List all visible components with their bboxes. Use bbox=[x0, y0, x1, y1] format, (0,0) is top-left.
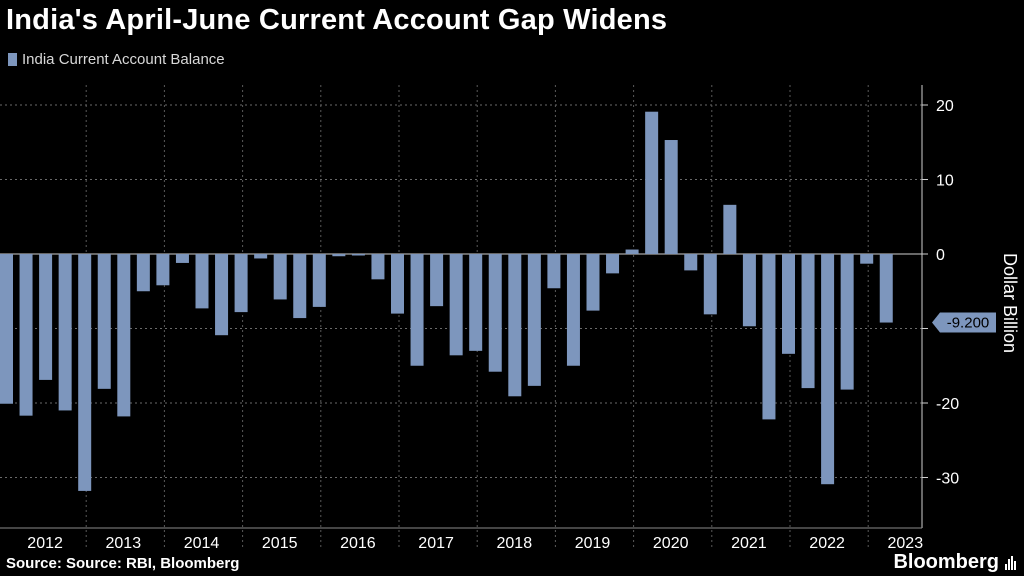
bar bbox=[0, 254, 13, 404]
bar bbox=[723, 204, 737, 254]
x-tick-label: 2014 bbox=[184, 535, 220, 552]
x-tick-label: 2015 bbox=[262, 535, 298, 552]
bar bbox=[215, 254, 229, 336]
bar bbox=[860, 254, 874, 264]
y-tick-label: -30 bbox=[936, 471, 959, 488]
bar bbox=[273, 254, 287, 300]
bar bbox=[606, 254, 620, 274]
bar bbox=[782, 254, 795, 354]
bar bbox=[547, 254, 561, 289]
bar bbox=[78, 254, 92, 491]
value-callout: -9.200 bbox=[932, 312, 996, 333]
bar bbox=[449, 254, 463, 356]
bar bbox=[410, 254, 424, 366]
bar bbox=[371, 254, 385, 280]
bar bbox=[195, 254, 209, 309]
bar bbox=[117, 254, 131, 417]
legend-label: India Current Account Balance bbox=[22, 51, 225, 68]
bar bbox=[136, 254, 150, 292]
x-tick-label: 2017 bbox=[418, 535, 454, 552]
bar bbox=[351, 254, 365, 256]
callout-tag bbox=[932, 312, 996, 333]
x-tick-label: 2020 bbox=[653, 535, 689, 552]
bars bbox=[0, 111, 893, 491]
x-tick-label: 2023 bbox=[888, 535, 924, 552]
bar bbox=[234, 254, 248, 313]
x-tick-label: 2022 bbox=[809, 535, 845, 552]
axis: 20 10 0 -20 -30 2012 2013 2014 2015 2016 2017 2018 2… bbox=[0, 85, 959, 552]
bar-chart-icon bbox=[1004, 555, 1016, 570]
bar bbox=[762, 254, 776, 420]
bar bbox=[469, 254, 483, 351]
bar bbox=[840, 254, 854, 390]
bar bbox=[527, 254, 541, 386]
bar bbox=[684, 254, 698, 271]
bar bbox=[488, 254, 502, 372]
bar bbox=[645, 111, 659, 254]
bar bbox=[312, 254, 326, 307]
bar bbox=[821, 254, 835, 485]
y-tick-label: -20 bbox=[936, 396, 959, 413]
y-tick-label: 0 bbox=[936, 247, 945, 264]
bar bbox=[430, 254, 444, 307]
x-tick-label: 2019 bbox=[575, 535, 611, 552]
x-tick-label: 2016 bbox=[340, 535, 376, 552]
x-tick-label: 2012 bbox=[27, 535, 63, 552]
x-tick-label: 2013 bbox=[106, 535, 142, 552]
legend: India Current Account Balance bbox=[8, 51, 225, 68]
bar bbox=[742, 254, 756, 327]
bar bbox=[586, 254, 600, 311]
bar bbox=[566, 254, 580, 366]
y-tick-label: 20 bbox=[936, 98, 954, 115]
bar bbox=[508, 254, 522, 397]
bar bbox=[58, 254, 72, 411]
bar bbox=[391, 254, 404, 314]
source-note: Source: Source: RBI, Bloomberg bbox=[6, 555, 240, 572]
brand-name: Bloomberg bbox=[893, 551, 999, 573]
y-tick-label: 10 bbox=[936, 173, 954, 190]
bar bbox=[332, 254, 346, 257]
bar bbox=[97, 254, 111, 389]
chart-title: India's April-June Current Account Gap W… bbox=[6, 4, 668, 36]
bar bbox=[801, 254, 815, 389]
bar bbox=[703, 254, 717, 315]
legend-swatch bbox=[8, 53, 17, 66]
bar bbox=[664, 140, 678, 254]
bar bbox=[625, 249, 639, 254]
x-tick-label: 2018 bbox=[497, 535, 533, 552]
bar bbox=[156, 254, 170, 286]
callout-label: -9.200 bbox=[947, 315, 990, 332]
y-axis-label: Dollar Billion bbox=[1000, 253, 1020, 353]
bar bbox=[254, 254, 268, 259]
bar bbox=[175, 254, 189, 263]
bar bbox=[879, 254, 893, 323]
bar bbox=[293, 254, 307, 319]
bar bbox=[19, 254, 33, 416]
x-tick-label: 2021 bbox=[731, 535, 767, 552]
bar bbox=[39, 254, 53, 380]
brand-logo: Bloomberg bbox=[893, 551, 1016, 574]
